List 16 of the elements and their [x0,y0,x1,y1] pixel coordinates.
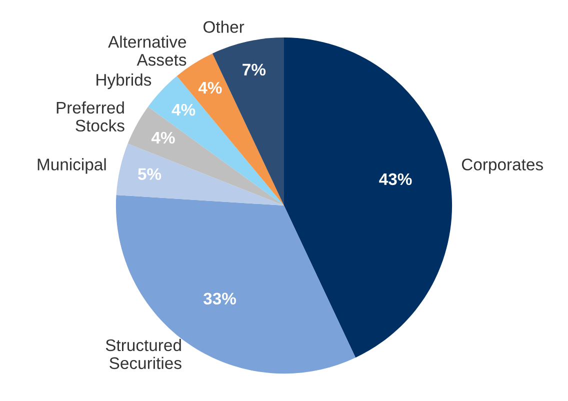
slice-label: Structured Securities [106,338,182,370]
data-label: 4% [198,82,222,94]
data-label: 33% [203,292,236,305]
slice-label: Corporates [462,158,543,174]
slice-label: Preferred Stocks [56,101,124,132]
slice-label: Hybrids [96,74,152,90]
slice-label: Municipal [38,158,106,174]
slice-label: Other [204,20,244,33]
data-label: 5% [138,168,162,180]
data-label: 7% [242,64,266,76]
data-label: 43% [379,173,412,186]
data-label: 4% [172,104,196,116]
data-label: 4% [151,132,175,144]
pie-slice [284,37,452,358]
pie-slice [116,144,284,206]
slice-label: Alternative Assets [108,36,186,66]
